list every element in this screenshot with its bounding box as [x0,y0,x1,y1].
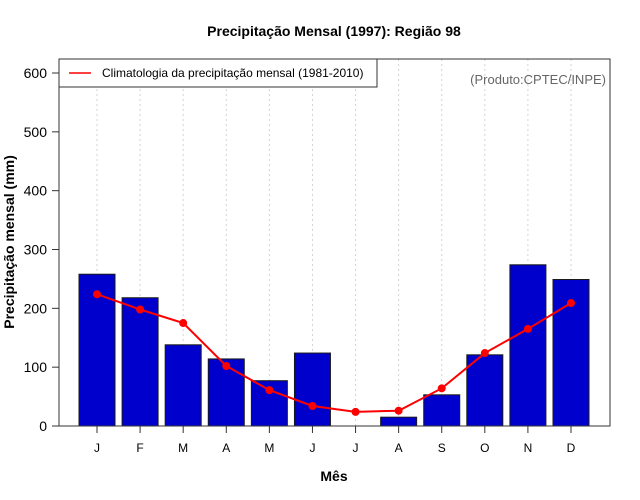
climatology-point [394,406,403,415]
bar [293,352,331,427]
bar [164,344,202,427]
climatology-point [308,401,317,410]
y-tick-label: 300 [24,242,48,258]
y-tick-label: 400 [24,183,48,199]
climatology-point [222,361,231,370]
x-axis-label: Mês [320,468,347,484]
climatology-point [523,324,532,333]
y-tick-label: 200 [24,300,48,316]
y-axis-label: Precipitação mensal (mm) [1,155,17,329]
x-tick-label: J [94,441,100,455]
y-tick-label: 100 [24,359,48,375]
climatology-point [136,305,145,314]
x-tick-label: A [395,441,403,455]
source-annotation: (Produto:CPTEC/INPE) [470,72,606,87]
climatology-point [480,349,489,358]
climatology-point [351,407,360,416]
climatology-point [93,290,101,299]
bar [380,416,418,427]
x-tick-label: F [136,441,143,455]
y-tick-label: 600 [24,65,48,81]
climatology-point [437,384,446,393]
y-axis: 0 100 200 300 400 500 600 [24,65,59,434]
y-tick-label: 0 [39,418,47,434]
bar [509,264,547,427]
x-tick-label: D [567,441,576,455]
legend-box [58,58,378,88]
chart-title: Precipitação Mensal (1997): Região 98 [207,23,461,39]
legend: Climatologia da precipitação mensal (198… [58,58,378,88]
bar [121,297,159,427]
climatology-point [567,299,575,308]
bar [207,358,245,427]
climatology-point [265,386,274,395]
x-tick-label: J [353,441,359,455]
x-tick-label: A [222,441,230,455]
climatology-polyline [96,293,572,413]
bar [423,394,461,427]
x-tick-label: M [178,441,188,455]
x-tick-label: S [438,441,446,455]
climatology-line [93,290,575,416]
x-tick-label: N [524,441,533,455]
x-tick-label: M [264,441,274,455]
bars [78,264,590,427]
y-tick-label: 500 [24,124,48,140]
legend-entry: Climatologia da precipitação mensal (198… [102,66,363,80]
bar [466,354,504,427]
x-tick-label: O [480,441,489,455]
climatology-point [179,319,188,328]
x-tick-label: J [309,441,315,455]
